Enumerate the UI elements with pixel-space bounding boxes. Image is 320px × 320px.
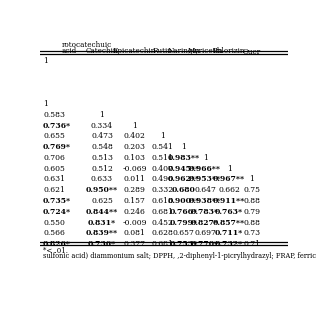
Text: 0.203: 0.203 [124, 143, 146, 151]
Text: 0.625: 0.625 [91, 197, 113, 205]
Text: 0.953**: 0.953** [189, 175, 221, 183]
Text: 0.631: 0.631 [43, 175, 65, 183]
Text: 0.88: 0.88 [243, 197, 260, 205]
Text: 1: 1 [227, 165, 232, 173]
Text: 0.938**: 0.938** [189, 197, 221, 205]
Text: 0.967**: 0.967** [213, 175, 245, 183]
Text: 1: 1 [249, 175, 254, 183]
Text: sulfonic acid) diammonium salt; DPPH, ,2-diphenyl-1-picrylhydrazyl; FRAP, ferric: sulfonic acid) diammonium salt; DPPH, ,2… [43, 252, 316, 260]
Text: 1: 1 [43, 100, 48, 108]
Text: 0.783*: 0.783* [191, 208, 219, 216]
Text: 0.900**: 0.900** [167, 197, 199, 205]
Text: 0.697: 0.697 [194, 229, 216, 237]
Text: 0.681: 0.681 [151, 208, 173, 216]
Text: 0.844**: 0.844** [86, 208, 118, 216]
Text: 0.827*: 0.827* [191, 219, 219, 227]
Text: 0.839**: 0.839** [86, 229, 118, 237]
Text: Phlorizin: Phlorizin [213, 47, 245, 55]
Text: Naringin: Naringin [167, 47, 200, 55]
Text: 0.246: 0.246 [124, 208, 146, 216]
Text: 0.157: 0.157 [124, 197, 146, 205]
Text: 1: 1 [43, 57, 48, 65]
Text: 0.628: 0.628 [151, 229, 173, 237]
Text: 1: 1 [100, 111, 104, 119]
Text: *< .01.: *< .01. [43, 247, 68, 255]
Text: 0.289: 0.289 [124, 186, 146, 194]
Text: 0.769*: 0.769* [43, 143, 71, 151]
Text: 0.75: 0.75 [243, 186, 260, 194]
Text: 0.511: 0.511 [151, 154, 173, 162]
Text: 0.512: 0.512 [91, 165, 113, 173]
Text: 0.88: 0.88 [243, 219, 260, 227]
Text: 0.711*: 0.711* [215, 229, 243, 237]
Text: 0.706: 0.706 [43, 154, 65, 162]
Text: 0.513: 0.513 [91, 154, 113, 162]
Text: Epicatechin: Epicatechin [113, 47, 156, 55]
Text: 1: 1 [203, 154, 207, 162]
Text: 0.826*: 0.826* [43, 240, 71, 248]
Text: Rutin: Rutin [153, 47, 172, 55]
Text: 0.662: 0.662 [218, 186, 240, 194]
Text: 0.681: 0.681 [151, 240, 173, 248]
Text: Myricetin: Myricetin [188, 47, 223, 55]
Text: -0.069: -0.069 [122, 165, 147, 173]
Text: 0.103: 0.103 [124, 154, 146, 162]
Text: 0.962**: 0.962** [167, 175, 199, 183]
Text: 0.770*: 0.770* [191, 240, 219, 248]
Text: 0.71: 0.71 [243, 240, 260, 248]
Text: 0.452: 0.452 [151, 219, 173, 227]
Text: 0.736*: 0.736* [88, 240, 116, 248]
Text: acid: acid [62, 47, 77, 55]
Text: 0.763*: 0.763* [215, 208, 243, 216]
Text: 0.945**: 0.945** [167, 165, 199, 173]
Text: 0.583: 0.583 [43, 111, 65, 119]
Text: 0.377: 0.377 [124, 240, 146, 248]
Text: 0.753*: 0.753* [169, 240, 197, 248]
Text: 0.402: 0.402 [124, 132, 146, 140]
Text: 0.334: 0.334 [91, 122, 113, 130]
Text: 0.766*: 0.766* [169, 208, 197, 216]
Text: 0.496: 0.496 [151, 175, 173, 183]
Text: 0.857**: 0.857** [213, 219, 245, 227]
Text: 0.621: 0.621 [43, 186, 65, 194]
Text: 1: 1 [160, 132, 165, 140]
Text: 0.332: 0.332 [151, 186, 173, 194]
Text: 0.550: 0.550 [43, 219, 65, 227]
Text: 0.541: 0.541 [151, 143, 173, 151]
Text: 1: 1 [181, 143, 186, 151]
Text: 0.680: 0.680 [172, 186, 195, 194]
Text: 0.79: 0.79 [243, 208, 260, 216]
Text: 1: 1 [132, 122, 137, 130]
Text: 0.983**: 0.983** [167, 154, 199, 162]
Text: 0.911**: 0.911** [213, 197, 245, 205]
Text: 0.732*: 0.732* [215, 240, 243, 248]
Text: 0.605: 0.605 [43, 165, 65, 173]
Text: rotocatechuic: rotocatechuic [62, 42, 112, 50]
Text: Catechin: Catechin [86, 47, 118, 55]
Text: 0.613: 0.613 [151, 197, 173, 205]
Text: 0.548: 0.548 [91, 143, 113, 151]
Text: 0.950**: 0.950** [86, 186, 118, 194]
Text: 0.735*: 0.735* [43, 197, 71, 205]
Text: 0.647: 0.647 [194, 186, 216, 194]
Text: 0.657: 0.657 [172, 229, 194, 237]
Text: 0.407: 0.407 [151, 165, 173, 173]
Text: 0.011: 0.011 [124, 175, 146, 183]
Text: Quer: Quer [243, 47, 260, 55]
Text: 0.655: 0.655 [43, 132, 65, 140]
Text: 0.633: 0.633 [91, 175, 113, 183]
Text: -0.009: -0.009 [122, 219, 147, 227]
Text: 0.473: 0.473 [91, 132, 113, 140]
Text: 0.966**: 0.966** [189, 165, 221, 173]
Text: 0.73: 0.73 [243, 229, 260, 237]
Text: 0.724*: 0.724* [43, 208, 71, 216]
Text: 0.566: 0.566 [43, 229, 65, 237]
Text: 0.736*: 0.736* [43, 122, 71, 130]
Text: 0.799*: 0.799* [169, 219, 197, 227]
Text: 0.831*: 0.831* [88, 219, 116, 227]
Text: 0.081: 0.081 [124, 229, 146, 237]
